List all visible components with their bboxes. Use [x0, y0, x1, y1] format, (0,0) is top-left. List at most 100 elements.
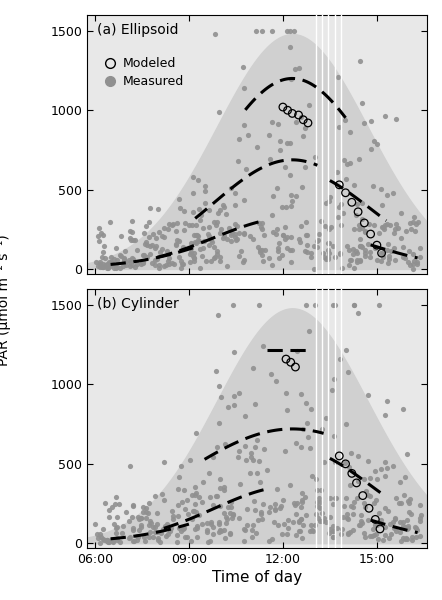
X-axis label: Time of day: Time of day	[212, 570, 302, 585]
Point	[164, 529, 171, 539]
Point	[108, 259, 115, 268]
Point	[193, 507, 200, 517]
Point	[194, 232, 201, 241]
Text: (b) Cylinder: (b) Cylinder	[97, 297, 179, 311]
Point	[298, 112, 305, 121]
Point	[353, 256, 360, 265]
Point	[343, 514, 351, 523]
Point	[114, 255, 121, 265]
Point	[266, 130, 273, 140]
Point	[222, 533, 229, 543]
Point	[372, 515, 379, 524]
Text: PAR (μmol m⁻² s⁻¹): PAR (μmol m⁻² s⁻¹)	[0, 234, 11, 366]
Point	[100, 535, 107, 545]
Point	[117, 537, 124, 547]
Point	[382, 458, 389, 467]
Point	[370, 181, 377, 191]
Point	[309, 527, 316, 536]
Point	[241, 525, 248, 535]
Point	[404, 515, 411, 525]
Point	[274, 243, 282, 253]
Point	[175, 484, 182, 494]
Point	[287, 233, 294, 242]
Point	[293, 438, 300, 448]
Point	[271, 517, 278, 526]
Point	[224, 235, 231, 244]
Point	[206, 205, 213, 215]
Point	[291, 500, 298, 510]
Point	[192, 490, 199, 500]
Point	[145, 532, 152, 541]
Point	[322, 199, 329, 208]
Point	[255, 218, 262, 228]
Point	[365, 239, 372, 249]
Point	[220, 482, 227, 491]
Point	[407, 494, 414, 503]
Point	[142, 503, 149, 513]
Point	[315, 235, 322, 244]
Point	[99, 534, 107, 544]
Point	[181, 206, 188, 216]
Point	[258, 251, 265, 260]
Point	[347, 527, 354, 537]
Point	[387, 519, 394, 529]
Point	[105, 537, 112, 547]
Point	[401, 522, 408, 532]
Point	[235, 251, 242, 261]
Point	[107, 258, 114, 268]
Point	[103, 536, 110, 545]
Point	[284, 106, 291, 115]
Point	[106, 257, 113, 266]
Point	[393, 493, 400, 502]
Point	[417, 511, 424, 520]
Point	[162, 531, 169, 541]
Point	[284, 138, 291, 148]
Point	[275, 253, 282, 263]
Point	[321, 252, 328, 262]
Point	[293, 191, 300, 200]
Point	[249, 364, 256, 373]
Point	[179, 497, 186, 507]
Point	[107, 257, 114, 267]
Point	[188, 536, 195, 545]
Point	[220, 233, 227, 242]
Point	[229, 301, 236, 310]
Point	[373, 255, 380, 265]
Point	[179, 524, 186, 534]
Point	[280, 230, 287, 239]
Point	[193, 230, 200, 239]
Point	[163, 246, 170, 256]
Point	[107, 262, 114, 271]
Point	[210, 529, 217, 539]
Point	[164, 224, 171, 234]
Point	[177, 526, 184, 536]
Point	[230, 347, 237, 357]
Point	[354, 199, 361, 209]
Point	[140, 507, 147, 517]
Point	[405, 246, 412, 256]
Point	[356, 56, 363, 66]
Point	[359, 224, 366, 233]
Point	[255, 301, 263, 310]
Point	[281, 446, 288, 456]
Point	[356, 255, 363, 265]
Point	[414, 217, 421, 227]
Point	[274, 224, 281, 234]
Point	[217, 205, 224, 214]
Point	[194, 523, 201, 533]
Point	[337, 250, 344, 259]
Point	[168, 258, 175, 268]
Point	[191, 482, 198, 492]
Point	[375, 535, 382, 544]
Point	[246, 469, 253, 478]
Point	[297, 389, 304, 398]
Point	[261, 230, 268, 239]
Point	[294, 498, 301, 508]
Point	[195, 493, 202, 502]
Point	[352, 246, 359, 256]
Point	[380, 247, 387, 257]
Point	[289, 109, 296, 118]
Point	[401, 490, 408, 500]
Point	[189, 251, 196, 260]
Point	[126, 226, 133, 236]
